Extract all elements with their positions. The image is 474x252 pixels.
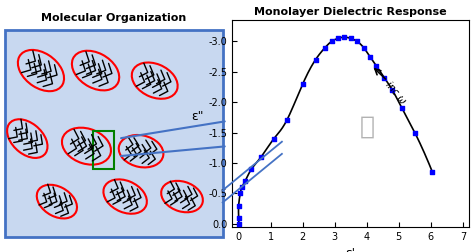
Title: Monolayer Dielectric Response: Monolayer Dielectric Response [255, 7, 447, 17]
Point [381, 76, 388, 80]
Point [270, 137, 278, 141]
X-axis label: ε': ε' [346, 247, 356, 252]
Point [235, 204, 243, 208]
Point [373, 64, 380, 68]
Point [257, 155, 265, 159]
Point [328, 39, 335, 43]
Point [241, 179, 249, 183]
Y-axis label: ε": ε" [191, 110, 203, 123]
Point [354, 39, 361, 43]
Point [238, 185, 246, 189]
Bar [93, 131, 114, 169]
Point [360, 46, 367, 50]
Point [411, 131, 419, 135]
Point [283, 118, 291, 122]
Point [237, 191, 244, 195]
Point [299, 82, 307, 86]
Point [235, 222, 243, 226]
Bar [5, 30, 223, 237]
Point [428, 170, 436, 174]
Point [347, 36, 355, 40]
Point [389, 88, 396, 92]
Point [321, 46, 329, 50]
Text: 🔬: 🔬 [359, 114, 374, 139]
Point [398, 106, 406, 110]
Text: Molecular Organization: Molecular Organization [41, 13, 186, 23]
Point [334, 36, 342, 40]
Text: inc ω: inc ω [383, 80, 408, 106]
Point [248, 167, 255, 171]
Point [235, 216, 243, 220]
Point [366, 55, 374, 59]
Point [312, 58, 319, 62]
Point [340, 35, 348, 39]
